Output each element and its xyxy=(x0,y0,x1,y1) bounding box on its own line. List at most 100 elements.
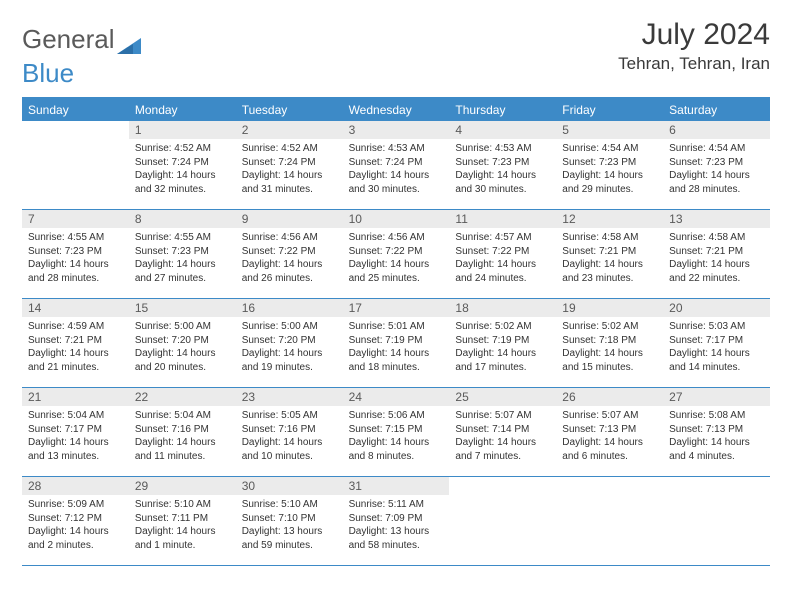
calendar: SundayMondayTuesdayWednesdayThursdayFrid… xyxy=(22,97,770,566)
day-cell: 18Sunrise: 5:02 AM Sunset: 7:19 PM Dayli… xyxy=(449,299,556,387)
day-body: Sunrise: 4:54 AM Sunset: 7:23 PM Dayligh… xyxy=(663,139,770,202)
day-body: Sunrise: 4:53 AM Sunset: 7:24 PM Dayligh… xyxy=(343,139,450,202)
day-number: 16 xyxy=(236,299,343,317)
day-cell: 8Sunrise: 4:55 AM Sunset: 7:23 PM Daylig… xyxy=(129,210,236,298)
day-number: 23 xyxy=(236,388,343,406)
day-body: Sunrise: 5:10 AM Sunset: 7:11 PM Dayligh… xyxy=(129,495,236,558)
day-body: Sunrise: 4:57 AM Sunset: 7:22 PM Dayligh… xyxy=(449,228,556,291)
day-number: 5 xyxy=(556,121,663,139)
day-number: 8 xyxy=(129,210,236,228)
day-cell: 21Sunrise: 5:04 AM Sunset: 7:17 PM Dayli… xyxy=(22,388,129,476)
day-cell: 23Sunrise: 5:05 AM Sunset: 7:16 PM Dayli… xyxy=(236,388,343,476)
day-number: 13 xyxy=(663,210,770,228)
day-body: Sunrise: 4:58 AM Sunset: 7:21 PM Dayligh… xyxy=(663,228,770,291)
day-body: Sunrise: 5:11 AM Sunset: 7:09 PM Dayligh… xyxy=(343,495,450,558)
day-body: Sunrise: 5:05 AM Sunset: 7:16 PM Dayligh… xyxy=(236,406,343,469)
day-cell: 6Sunrise: 4:54 AM Sunset: 7:23 PM Daylig… xyxy=(663,121,770,209)
day-number: 6 xyxy=(663,121,770,139)
day-body: Sunrise: 5:06 AM Sunset: 7:15 PM Dayligh… xyxy=(343,406,450,469)
dow-friday: Friday xyxy=(556,99,663,121)
day-body: Sunrise: 4:52 AM Sunset: 7:24 PM Dayligh… xyxy=(129,139,236,202)
day-cell: 13Sunrise: 4:58 AM Sunset: 7:21 PM Dayli… xyxy=(663,210,770,298)
day-cell: 4Sunrise: 4:53 AM Sunset: 7:23 PM Daylig… xyxy=(449,121,556,209)
day-body: Sunrise: 5:00 AM Sunset: 7:20 PM Dayligh… xyxy=(129,317,236,380)
logo: General xyxy=(22,24,141,55)
day-body: Sunrise: 5:08 AM Sunset: 7:13 PM Dayligh… xyxy=(663,406,770,469)
day-number: 11 xyxy=(449,210,556,228)
day-cell: 3Sunrise: 4:53 AM Sunset: 7:24 PM Daylig… xyxy=(343,121,450,209)
day-body: Sunrise: 5:00 AM Sunset: 7:20 PM Dayligh… xyxy=(236,317,343,380)
day-body: Sunrise: 5:09 AM Sunset: 7:12 PM Dayligh… xyxy=(22,495,129,558)
week-row: 21Sunrise: 5:04 AM Sunset: 7:17 PM Dayli… xyxy=(22,388,770,477)
day-cell: 7Sunrise: 4:55 AM Sunset: 7:23 PM Daylig… xyxy=(22,210,129,298)
day-number: 9 xyxy=(236,210,343,228)
logo-text-1: General xyxy=(22,24,115,55)
day-number: 7 xyxy=(22,210,129,228)
day-cell: 10Sunrise: 4:56 AM Sunset: 7:22 PM Dayli… xyxy=(343,210,450,298)
day-cell: 14Sunrise: 4:59 AM Sunset: 7:21 PM Dayli… xyxy=(22,299,129,387)
day-number: 31 xyxy=(343,477,450,495)
day-body: Sunrise: 5:02 AM Sunset: 7:19 PM Dayligh… xyxy=(449,317,556,380)
week-row: 1Sunrise: 4:52 AM Sunset: 7:24 PM Daylig… xyxy=(22,121,770,210)
day-body: Sunrise: 4:54 AM Sunset: 7:23 PM Dayligh… xyxy=(556,139,663,202)
day-cell: 5Sunrise: 4:54 AM Sunset: 7:23 PM Daylig… xyxy=(556,121,663,209)
logo-mark-icon xyxy=(117,30,141,50)
day-number: 15 xyxy=(129,299,236,317)
day-cell: 17Sunrise: 5:01 AM Sunset: 7:19 PM Dayli… xyxy=(343,299,450,387)
day-number: 3 xyxy=(343,121,450,139)
day-number: 2 xyxy=(236,121,343,139)
day-number: 26 xyxy=(556,388,663,406)
title-block: July 2024 Tehran, Tehran, Iran xyxy=(618,18,770,74)
empty-cell xyxy=(22,121,129,209)
day-body: Sunrise: 4:59 AM Sunset: 7:21 PM Dayligh… xyxy=(22,317,129,380)
day-cell: 12Sunrise: 4:58 AM Sunset: 7:21 PM Dayli… xyxy=(556,210,663,298)
day-cell: 15Sunrise: 5:00 AM Sunset: 7:20 PM Dayli… xyxy=(129,299,236,387)
day-of-week-row: SundayMondayTuesdayWednesdayThursdayFrid… xyxy=(22,99,770,121)
day-cell: 1Sunrise: 4:52 AM Sunset: 7:24 PM Daylig… xyxy=(129,121,236,209)
day-body: Sunrise: 4:53 AM Sunset: 7:23 PM Dayligh… xyxy=(449,139,556,202)
day-number: 30 xyxy=(236,477,343,495)
empty-cell xyxy=(449,477,556,565)
day-cell: 2Sunrise: 4:52 AM Sunset: 7:24 PM Daylig… xyxy=(236,121,343,209)
day-cell: 28Sunrise: 5:09 AM Sunset: 7:12 PM Dayli… xyxy=(22,477,129,565)
day-body: Sunrise: 5:03 AM Sunset: 7:17 PM Dayligh… xyxy=(663,317,770,380)
week-row: 28Sunrise: 5:09 AM Sunset: 7:12 PM Dayli… xyxy=(22,477,770,566)
day-number: 12 xyxy=(556,210,663,228)
dow-tuesday: Tuesday xyxy=(236,99,343,121)
day-body: Sunrise: 5:07 AM Sunset: 7:14 PM Dayligh… xyxy=(449,406,556,469)
empty-cell xyxy=(663,477,770,565)
day-number: 22 xyxy=(129,388,236,406)
day-body: Sunrise: 5:04 AM Sunset: 7:17 PM Dayligh… xyxy=(22,406,129,469)
empty-cell xyxy=(556,477,663,565)
day-number: 19 xyxy=(556,299,663,317)
day-body: Sunrise: 4:56 AM Sunset: 7:22 PM Dayligh… xyxy=(343,228,450,291)
day-cell: 31Sunrise: 5:11 AM Sunset: 7:09 PM Dayli… xyxy=(343,477,450,565)
day-cell: 29Sunrise: 5:10 AM Sunset: 7:11 PM Dayli… xyxy=(129,477,236,565)
day-cell: 19Sunrise: 5:02 AM Sunset: 7:18 PM Dayli… xyxy=(556,299,663,387)
day-cell: 20Sunrise: 5:03 AM Sunset: 7:17 PM Dayli… xyxy=(663,299,770,387)
day-number: 25 xyxy=(449,388,556,406)
day-body: Sunrise: 4:52 AM Sunset: 7:24 PM Dayligh… xyxy=(236,139,343,202)
day-cell: 26Sunrise: 5:07 AM Sunset: 7:13 PM Dayli… xyxy=(556,388,663,476)
day-cell: 9Sunrise: 4:56 AM Sunset: 7:22 PM Daylig… xyxy=(236,210,343,298)
month-title: July 2024 xyxy=(618,18,770,52)
day-number: 28 xyxy=(22,477,129,495)
day-number: 21 xyxy=(22,388,129,406)
day-number: 20 xyxy=(663,299,770,317)
day-body: Sunrise: 5:04 AM Sunset: 7:16 PM Dayligh… xyxy=(129,406,236,469)
dow-saturday: Saturday xyxy=(663,99,770,121)
day-cell: 11Sunrise: 4:57 AM Sunset: 7:22 PM Dayli… xyxy=(449,210,556,298)
day-number: 24 xyxy=(343,388,450,406)
day-body: Sunrise: 4:56 AM Sunset: 7:22 PM Dayligh… xyxy=(236,228,343,291)
dow-wednesday: Wednesday xyxy=(343,99,450,121)
day-body: Sunrise: 5:02 AM Sunset: 7:18 PM Dayligh… xyxy=(556,317,663,380)
day-number: 29 xyxy=(129,477,236,495)
day-body: Sunrise: 5:10 AM Sunset: 7:10 PM Dayligh… xyxy=(236,495,343,558)
day-cell: 22Sunrise: 5:04 AM Sunset: 7:16 PM Dayli… xyxy=(129,388,236,476)
day-body: Sunrise: 5:07 AM Sunset: 7:13 PM Dayligh… xyxy=(556,406,663,469)
day-cell: 24Sunrise: 5:06 AM Sunset: 7:15 PM Dayli… xyxy=(343,388,450,476)
day-cell: 27Sunrise: 5:08 AM Sunset: 7:13 PM Dayli… xyxy=(663,388,770,476)
day-number: 27 xyxy=(663,388,770,406)
dow-sunday: Sunday xyxy=(22,99,129,121)
day-body: Sunrise: 5:01 AM Sunset: 7:19 PM Dayligh… xyxy=(343,317,450,380)
